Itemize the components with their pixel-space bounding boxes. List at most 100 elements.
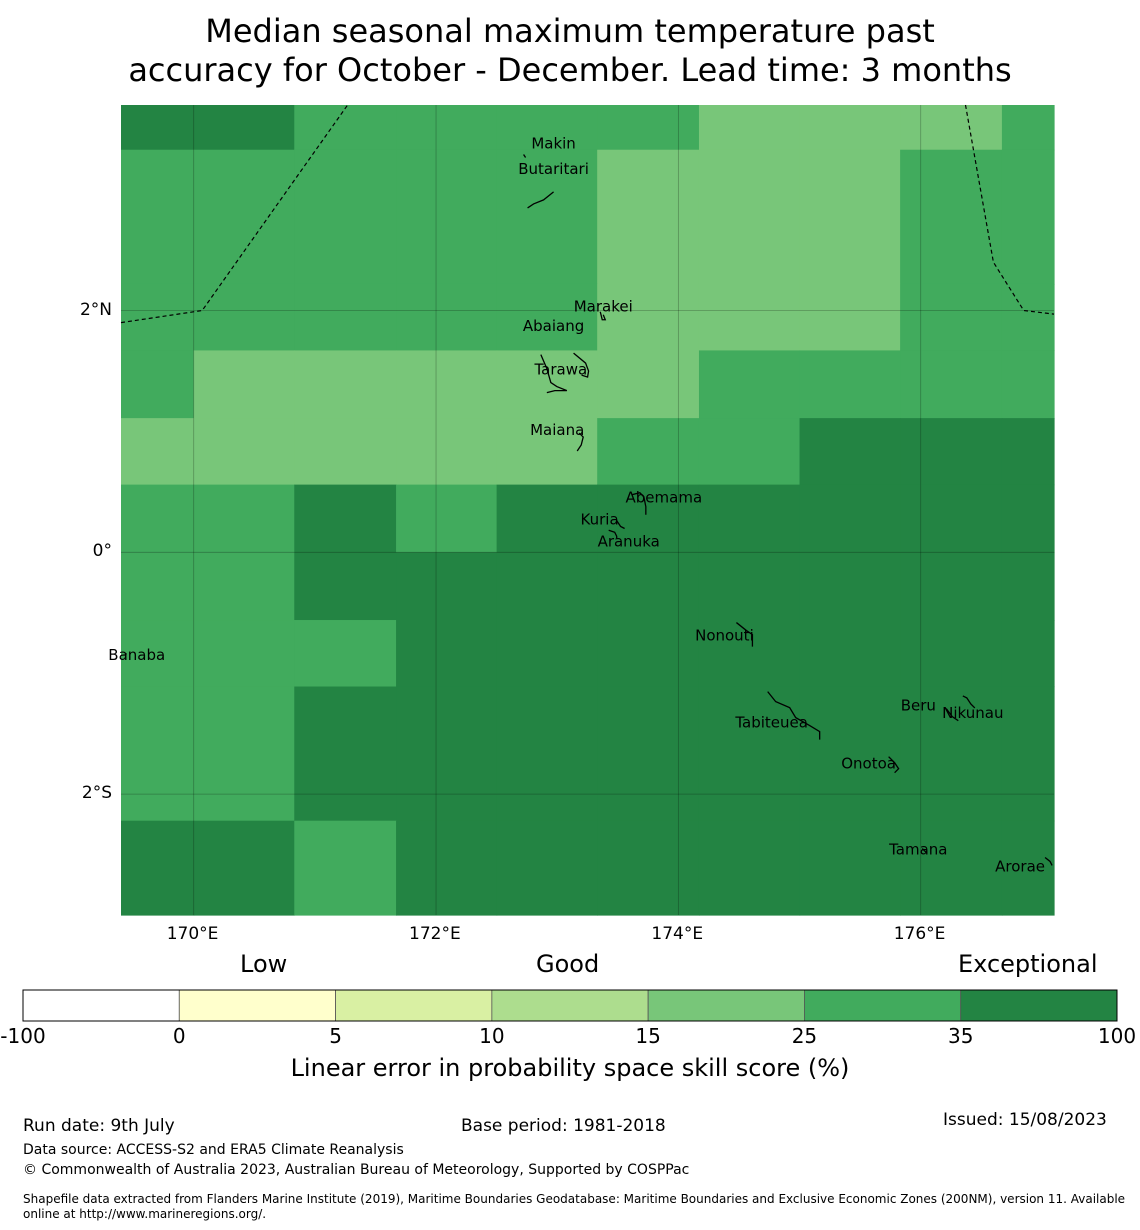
- skill-cell: [1001, 350, 1055, 419]
- skill-cell: [597, 350, 700, 419]
- island-label-onotoa: Onotoa: [841, 755, 896, 773]
- x-tick-label: 176°E: [893, 924, 946, 944]
- skill-cell: [597, 686, 700, 822]
- skill-cell: [294, 820, 397, 916]
- skill-cell: [900, 686, 1003, 822]
- colorbar-tick-label: 100: [1097, 1024, 1137, 1048]
- island-outline-makin: [523, 154, 527, 158]
- island-label-makin: Makin: [531, 135, 576, 153]
- skill-cell: [799, 484, 901, 553]
- island-label-tamana: Tamana: [888, 841, 947, 859]
- skill-cell: [294, 350, 397, 419]
- skill-cell: [496, 350, 598, 419]
- skill-cell: [496, 149, 598, 285]
- skill-cell: [496, 552, 598, 621]
- skill-cell: [396, 418, 498, 486]
- skill-cell: [396, 149, 498, 285]
- skill-cell: [193, 552, 295, 621]
- skill-cell: [294, 484, 397, 553]
- skill-cell: [294, 283, 397, 352]
- colorbar-tick-label: 5: [329, 1024, 342, 1048]
- skill-cell: [698, 484, 801, 553]
- issued-date: Issued: 15/08/2023: [943, 1110, 1107, 1130]
- skill-cell: [597, 418, 700, 486]
- colorbar-header-low: Low: [240, 950, 288, 978]
- skill-cell: [799, 418, 901, 486]
- skill-cell: [193, 350, 295, 419]
- skill-cell: [1001, 283, 1055, 352]
- chart-title-line-1: Median seasonal maximum temperature past: [205, 12, 935, 50]
- skill-cell: [193, 620, 295, 688]
- skill-cell: [900, 418, 1003, 486]
- skill-cell: [496, 418, 598, 486]
- skill-cell: [698, 350, 801, 419]
- island-label-marakei: Marakei: [574, 298, 633, 316]
- colorbar-tick-label: -100: [0, 1024, 46, 1048]
- skill-cell: [1001, 105, 1055, 151]
- skill-cell: [597, 283, 700, 352]
- skill-cell: [698, 620, 801, 688]
- skill-cell: [193, 686, 295, 822]
- colorbar-bin: [491, 989, 649, 1022]
- skill-cell: [597, 552, 700, 621]
- colorbar-tick-label: 15: [635, 1024, 661, 1048]
- skill-cell: [799, 552, 901, 621]
- skill-cell: [597, 149, 700, 285]
- skill-cell: [698, 686, 801, 822]
- island-outline-nonouti: [736, 622, 754, 647]
- skill-cell: [496, 620, 598, 688]
- island-outline-maiana: [576, 432, 584, 452]
- skill-cell: [900, 552, 1003, 621]
- skill-cell: [121, 105, 195, 151]
- colorbar-bin: [178, 989, 336, 1022]
- colorbar-bin: [647, 989, 805, 1022]
- colorbar-tick-label: 35: [947, 1024, 974, 1048]
- skill-cell: [496, 283, 598, 352]
- y-tick-label: 2°S: [81, 783, 112, 804]
- colorbar: [22, 989, 1118, 1022]
- colorbar-bin: [960, 989, 1118, 1022]
- island-label-abemama: Abemama: [626, 489, 703, 507]
- skill-cell: [496, 484, 598, 553]
- x-tick-label: 170°E: [166, 924, 219, 944]
- skill-cell: [698, 283, 801, 352]
- skill-cell: [597, 820, 700, 916]
- island-label-arorae: Arorae: [995, 857, 1045, 875]
- skill-cell: [121, 552, 195, 621]
- island-outline-tarawa: [540, 354, 568, 394]
- skill-cell: [1001, 552, 1055, 621]
- skill-cell: [193, 149, 295, 285]
- data-source: Data source: ACCESS-S2 and ERA5 Climate …: [23, 1142, 404, 1158]
- island-outline-abaiang: [573, 352, 590, 378]
- skill-cell: [121, 484, 195, 553]
- run-date: Run date: 9th July: [23, 1116, 175, 1136]
- colorbar-tick-label: 0: [172, 1024, 186, 1048]
- island-label-aranuka: Aranuka: [598, 532, 660, 550]
- skill-cell: [698, 820, 801, 916]
- island-label-tarawa: Tarawa: [533, 361, 587, 379]
- skill-cell: [121, 820, 195, 916]
- colorbar-title: Linear error in probability space skill …: [290, 1054, 850, 1082]
- island-outline-butaritari: [527, 191, 554, 209]
- skill-cell: [396, 820, 498, 916]
- skill-cell: [294, 552, 397, 621]
- island-outline-beru: [945, 708, 959, 722]
- skill-cell: [1001, 620, 1055, 688]
- skill-cell: [294, 149, 397, 285]
- y-tick-label: 2°N: [79, 299, 112, 320]
- skill-cell: [597, 484, 700, 553]
- colorbar-bin: [804, 989, 962, 1022]
- skill-cell: [698, 552, 801, 621]
- island-outline-abemama: [631, 492, 647, 515]
- island-outline-tamana: [921, 848, 927, 854]
- skill-cell: [294, 620, 397, 688]
- skill-cell: [799, 149, 901, 285]
- skill-cell: [496, 686, 598, 822]
- skill-cell: [597, 105, 700, 151]
- skill-cell: [900, 350, 1003, 419]
- skill-cell: [698, 149, 801, 285]
- island-label-tabiteuea: Tabiteuea: [734, 714, 808, 732]
- island-outline-kuria: [616, 520, 625, 530]
- skill-cell: [799, 686, 901, 822]
- skill-cell: [900, 105, 1003, 151]
